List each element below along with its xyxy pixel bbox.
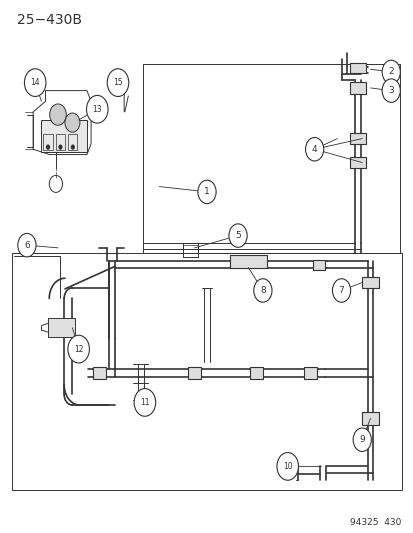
Circle shape [134,389,155,416]
Text: 6: 6 [24,241,30,249]
Text: 12: 12 [74,345,83,353]
Circle shape [24,69,46,96]
Circle shape [381,60,399,84]
Circle shape [197,180,216,204]
Circle shape [68,335,89,363]
Text: 4: 4 [311,145,317,154]
Circle shape [305,138,323,161]
Circle shape [86,95,108,123]
Bar [312,260,324,270]
Text: 9: 9 [358,435,364,444]
Bar [188,367,201,379]
Bar [349,82,365,94]
Text: 15: 15 [113,78,123,87]
Text: 25−430B: 25−430B [17,13,81,27]
Bar [349,157,365,168]
Circle shape [253,279,271,302]
Bar [349,133,365,144]
Circle shape [65,113,80,132]
Bar [41,120,87,152]
Circle shape [58,144,62,150]
Bar [249,367,263,379]
Text: 14: 14 [30,78,40,87]
Bar [349,63,365,73]
Bar [68,134,77,150]
Circle shape [50,104,66,125]
Text: 13: 13 [92,105,102,114]
Text: 7: 7 [338,286,344,295]
Text: 1: 1 [204,188,209,196]
Circle shape [18,233,36,257]
Text: 2: 2 [387,68,393,76]
Circle shape [352,428,370,451]
Circle shape [71,144,75,150]
Bar [93,367,106,379]
Circle shape [276,453,298,480]
Bar [47,318,74,337]
Text: 11: 11 [140,398,149,407]
Circle shape [107,69,128,96]
Circle shape [332,279,350,302]
Circle shape [228,224,247,247]
Text: 10: 10 [282,462,292,471]
Text: 8: 8 [259,286,265,295]
Bar [229,255,266,268]
Bar [303,367,316,379]
Bar [43,134,52,150]
Text: 94325  430: 94325 430 [349,518,401,527]
Bar [361,411,378,425]
Bar [12,253,401,490]
Circle shape [46,144,50,150]
Circle shape [381,79,399,102]
Bar [142,64,399,253]
Bar [56,134,65,150]
Bar [361,277,378,288]
Text: 3: 3 [387,86,393,95]
Text: 5: 5 [235,231,240,240]
